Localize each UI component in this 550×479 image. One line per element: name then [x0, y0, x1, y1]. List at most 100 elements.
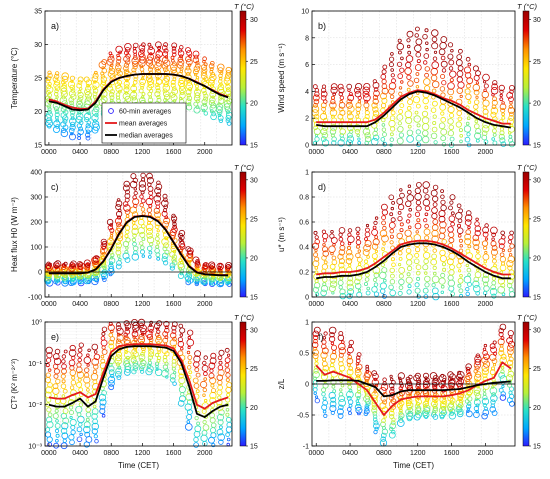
data-point [217, 113, 222, 117]
data-point [227, 353, 231, 357]
data-point [484, 237, 489, 241]
data-point [116, 198, 121, 202]
data-point [491, 392, 496, 397]
data-point [397, 216, 403, 222]
data-point [170, 377, 176, 383]
data-point [499, 97, 504, 102]
data-point [482, 360, 491, 368]
data-point [398, 410, 403, 416]
data-point [194, 281, 199, 287]
data-point [68, 434, 75, 441]
data-point [223, 103, 231, 110]
data-point [140, 198, 146, 204]
data-point [193, 106, 201, 114]
data-point [382, 399, 388, 405]
data-point [192, 256, 200, 264]
y-tick-label: 0.2 [299, 270, 309, 277]
data-point [91, 413, 98, 420]
data-point [491, 410, 498, 417]
data-point [145, 227, 153, 235]
y-tick-label: 0 [305, 295, 309, 302]
data-point [500, 282, 506, 288]
data-point [186, 80, 193, 86]
data-point [115, 242, 122, 249]
data-point [407, 184, 412, 188]
colorbar-tick-label: 30 [250, 177, 258, 184]
data-point [407, 225, 412, 230]
data-point [132, 233, 137, 238]
data-point [474, 230, 481, 237]
data-point [61, 75, 69, 83]
data-point [372, 98, 379, 105]
x-tick-label: 0400 [342, 450, 358, 457]
data-point [413, 77, 420, 84]
data-point [99, 408, 106, 415]
data-point [404, 229, 412, 237]
median-line [316, 379, 511, 398]
data-point [194, 415, 199, 421]
data-point [489, 287, 498, 296]
data-point [414, 187, 421, 194]
data-point [507, 353, 512, 358]
data-point [509, 230, 514, 236]
x-tick-label: 0800 [376, 149, 392, 156]
data-point [194, 350, 202, 358]
data-point [124, 209, 131, 215]
data-point [396, 232, 403, 240]
data-point [124, 328, 131, 335]
data-point [70, 429, 76, 435]
data-point [364, 403, 370, 409]
data-point [415, 51, 422, 58]
data-point [155, 85, 161, 91]
data-point [93, 353, 101, 361]
data-point [215, 106, 223, 114]
data-point [346, 362, 351, 367]
legend-label-mean: mean averages [119, 121, 168, 128]
data-point [498, 387, 504, 393]
data-point [391, 78, 396, 84]
data-point [475, 253, 481, 260]
data-point [115, 340, 123, 348]
data-point [133, 191, 138, 196]
data-point [172, 224, 178, 230]
data-point [60, 373, 66, 379]
data-point [55, 419, 59, 423]
data-point [209, 412, 215, 419]
data-point [414, 372, 421, 379]
data-point [139, 231, 146, 238]
data-point [464, 233, 472, 241]
data-point [430, 107, 437, 113]
data-point [371, 391, 379, 399]
data-point [161, 199, 169, 207]
data-point [330, 229, 334, 234]
data-point [432, 202, 438, 208]
data-point [423, 258, 429, 264]
data-point [507, 348, 514, 356]
data-point [93, 80, 97, 84]
data-point [77, 262, 84, 268]
data-point [124, 46, 131, 53]
data-point [149, 320, 154, 325]
data-point [398, 285, 404, 290]
data-point [61, 72, 69, 80]
data-point [203, 377, 208, 381]
data-point [87, 348, 91, 352]
data-point [389, 234, 394, 239]
data-point [203, 371, 208, 377]
data-point [60, 87, 68, 95]
data-point [355, 282, 362, 290]
data-point [201, 98, 208, 105]
data-point [225, 110, 230, 115]
data-point [447, 88, 455, 96]
data-point [390, 206, 394, 211]
data-point [338, 404, 344, 410]
data-point [218, 270, 223, 275]
data-point [224, 367, 231, 373]
data-point [216, 262, 224, 271]
data-point [432, 248, 437, 253]
data-point [137, 318, 146, 327]
data-point [193, 382, 200, 389]
data-point [100, 79, 107, 85]
data-point [321, 246, 328, 253]
